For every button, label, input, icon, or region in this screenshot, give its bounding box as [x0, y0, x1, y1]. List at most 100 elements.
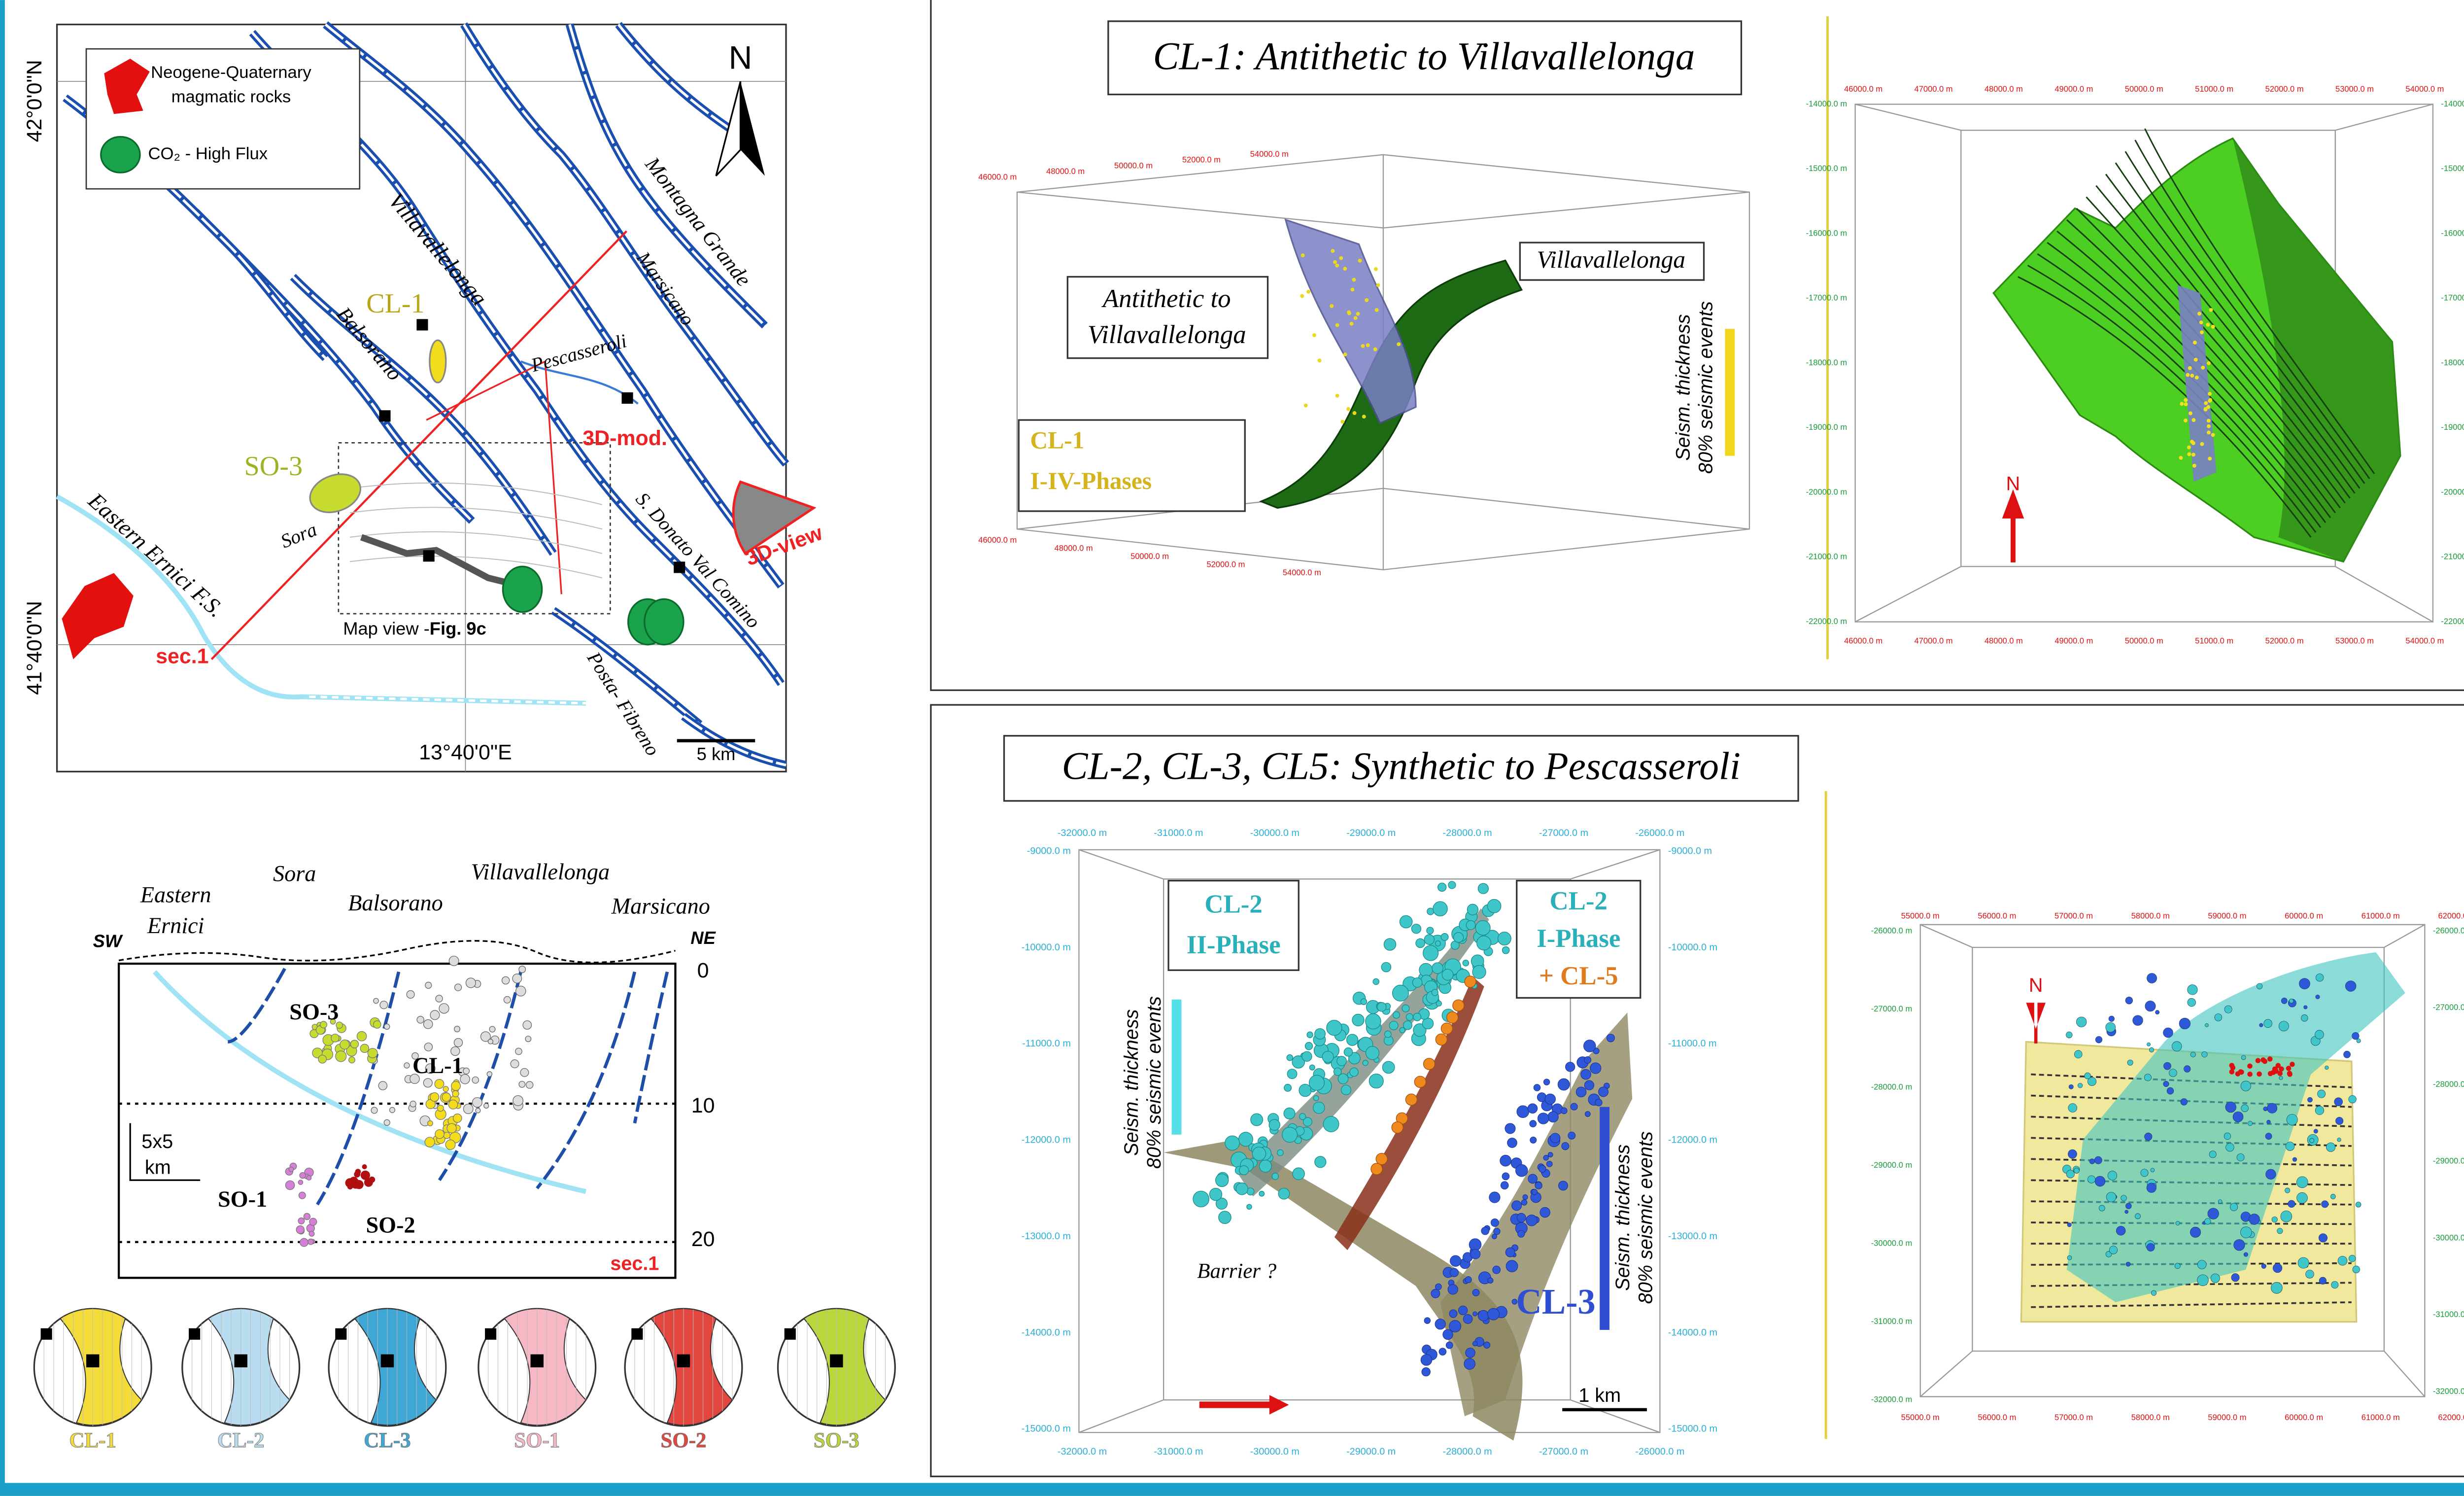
- hypocenter: [2144, 1132, 2153, 1141]
- hypocenter: [2232, 1111, 2244, 1122]
- hypocenter: [1333, 260, 1337, 264]
- hypocenter: [1450, 1255, 1462, 1267]
- p-axis: [189, 1328, 201, 1340]
- hypocenter: [1537, 1113, 1549, 1124]
- hypocenter: [2183, 418, 2188, 423]
- hypocenter: [1421, 1367, 1431, 1377]
- town: [379, 410, 391, 422]
- hypocenter: [2184, 1065, 2191, 1073]
- hypocenter: [2068, 1103, 2078, 1113]
- tick-label: -26000.0 m: [1871, 926, 1912, 935]
- hypocenter: [454, 983, 462, 991]
- tick-label: 49000.0 m: [2054, 637, 2093, 646]
- hypocenter: [2325, 1065, 2329, 1070]
- hypocenter: [351, 1179, 361, 1189]
- tick-label: 54000.0 m: [1250, 150, 1289, 159]
- hypocenter: [2218, 1199, 2223, 1204]
- hypocenter: [2125, 996, 2133, 1005]
- hypocenter: [2127, 1059, 2133, 1066]
- hypocenter: [1300, 294, 1304, 298]
- hypocenter: [445, 1139, 456, 1150]
- hypocenter: [2169, 1069, 2177, 1077]
- contour: [2134, 139, 2370, 479]
- hypocenter: [1330, 304, 1334, 308]
- hypocenter: [425, 1063, 436, 1074]
- hypocenter: [2201, 1051, 2208, 1058]
- hypocenter: [2316, 974, 2324, 982]
- hypocenter: [2206, 430, 2211, 435]
- tick-label: -26000.0 m: [1635, 828, 1684, 838]
- tick-label: 50000.0 m: [1114, 161, 1153, 170]
- hypocenter: [487, 1039, 493, 1044]
- ticks: 46000.0 m 47000.0 m 48000.0 m 49000.0 m 5000…: [978, 85, 2464, 645]
- hypocenter: [1239, 1165, 1249, 1176]
- hypocenter: [435, 995, 443, 1003]
- box-3d: [1854, 104, 2434, 623]
- p-axis: [86, 1354, 100, 1368]
- beachball-quadrant: [803, 1308, 886, 1426]
- hypocenter: [1370, 1163, 1383, 1175]
- tick-label: -15000.0 m: [1022, 1424, 1071, 1434]
- tick-label: -13000.0 m: [1668, 1231, 1717, 1242]
- hypocenter: [1358, 258, 1362, 263]
- hypocenter: [1441, 969, 1454, 981]
- hypocenter: [2277, 1228, 2283, 1234]
- hypocenter: [1595, 1099, 1603, 1107]
- hypocenter: [1336, 1056, 1347, 1066]
- hypocenter: [1500, 1154, 1511, 1167]
- p-axis: [784, 1328, 796, 1340]
- hypocenter: [2146, 1243, 2155, 1252]
- tick-label: 46000.0 m: [1844, 637, 1882, 646]
- view-wedge: [732, 480, 817, 556]
- thickness-label: Seism. thickness: [1121, 1009, 1142, 1156]
- tick-label: -29000.0 m: [2433, 1157, 2464, 1166]
- tick-label: -16000.0 m: [2441, 229, 2464, 238]
- tick-label: 60000.0 m: [2285, 1413, 2323, 1422]
- hypocenter: [2197, 1274, 2209, 1286]
- annotation: Fig. 9c: [430, 619, 486, 639]
- fault: [683, 715, 787, 766]
- hypocenter: [356, 1031, 367, 1042]
- hypocenter: [1259, 1190, 1265, 1197]
- hypocenter: [1331, 249, 1335, 253]
- hypocenter: [1384, 1030, 1392, 1038]
- tick-label: 46000.0 m: [978, 536, 1017, 545]
- hypocenter: [1511, 1299, 1518, 1305]
- tick-label: -15000.0 m: [1806, 164, 1847, 173]
- section-fault-label: Sora: [273, 861, 316, 886]
- panel-title: CL-1: Antithetic to Villavallelonga: [1153, 35, 1695, 78]
- river: [309, 696, 586, 705]
- hypocenter: [2301, 1014, 2308, 1022]
- hypocenter: [2285, 1142, 2295, 1151]
- tick-label: 61000.0 m: [2361, 912, 2400, 921]
- hypocenter: [1462, 960, 1470, 967]
- fault: [568, 24, 766, 327]
- hypocenter: [501, 976, 510, 985]
- town: [621, 392, 633, 404]
- hypocenter: [1584, 1056, 1592, 1064]
- tick-label: -12000.0 m: [1668, 1135, 1717, 1146]
- hypocenter: [1477, 883, 1489, 894]
- hypocenter: [1561, 1107, 1568, 1114]
- hypocenter: [475, 1108, 481, 1113]
- tick-label: 58000.0 m: [2131, 912, 2170, 921]
- hypocenter: [360, 1170, 370, 1180]
- hypocenter: [1431, 989, 1438, 996]
- hypocenter: [1506, 1260, 1518, 1273]
- hypocenter: [1218, 1211, 1232, 1224]
- hypocenter: [1411, 924, 1422, 934]
- section-fault: [227, 968, 669, 1206]
- hypocenter: [1362, 415, 1366, 419]
- hypocenter: [1431, 1288, 1440, 1298]
- hypocenter: [2106, 1192, 2117, 1202]
- hypocenter: [1547, 1152, 1553, 1157]
- hypocenter: [1440, 1022, 1453, 1035]
- hypocenter: [2355, 1202, 2361, 1208]
- hypocenter: [1423, 1058, 1436, 1070]
- hypocenter: [1382, 1061, 1395, 1074]
- hypocenter: [1517, 1230, 1525, 1238]
- hypocenter: [2199, 320, 2203, 325]
- hypocenter: [1352, 411, 1357, 415]
- hypocenter: [2285, 1187, 2291, 1193]
